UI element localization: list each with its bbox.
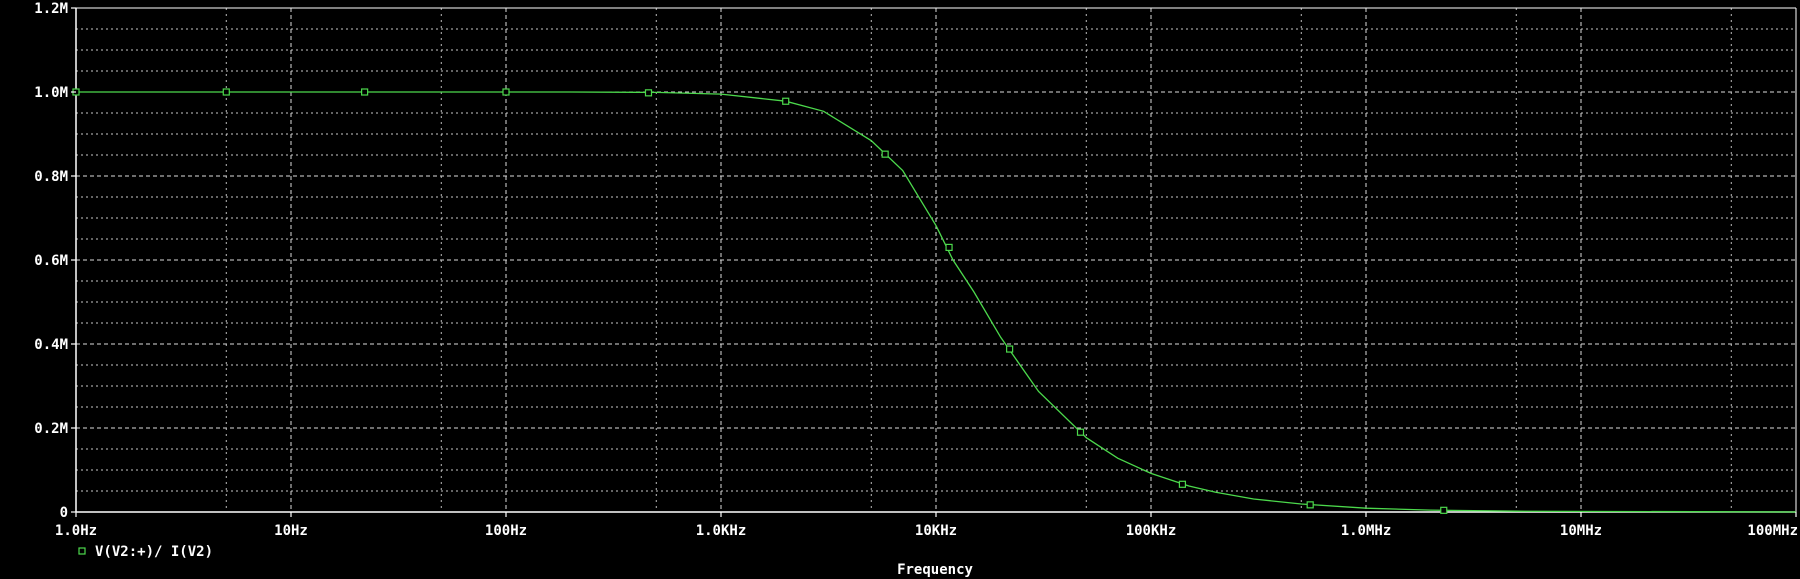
data-point-marker: [1441, 507, 1447, 513]
data-point-marker: [503, 89, 509, 95]
data-point-marker: [1007, 346, 1013, 352]
y-tick-label: 0.4M: [34, 337, 68, 353]
data-point-marker: [223, 89, 229, 95]
data-point-marker: [1179, 481, 1185, 487]
x-axis-title: Frequency: [897, 562, 973, 578]
data-point-marker: [1307, 502, 1313, 508]
legend-entry-label: V(V2:+)/ I(V2): [95, 544, 213, 560]
x-tick-label: 1.0MHz: [1341, 523, 1392, 539]
x-tick-label: 1.0Hz: [55, 523, 97, 539]
x-tick-label: 10KHz: [915, 523, 957, 539]
data-point-marker: [645, 90, 651, 96]
x-tick-label: 10Hz: [274, 523, 308, 539]
y-tick-label: 1.0M: [34, 85, 68, 101]
data-point-marker: [1078, 429, 1084, 435]
y-tick-label: 0.6M: [34, 253, 68, 269]
data-point-marker: [362, 89, 368, 95]
data-point-marker: [783, 98, 789, 104]
x-tick-label: 100Hz: [485, 523, 527, 539]
legend: V(V2:+)/ I(V2): [79, 544, 213, 560]
x-tick-label: 100MHz: [1747, 523, 1798, 539]
y-tick-label: 0.8M: [34, 169, 68, 185]
x-tick-label: 100KHz: [1126, 523, 1177, 539]
x-tick-label: 1.0KHz: [696, 523, 747, 539]
data-point-marker: [946, 244, 952, 250]
y-tick-label: 0.2M: [34, 421, 68, 437]
data-point-marker: [882, 151, 888, 157]
y-tick-label: 1.2M: [34, 1, 68, 17]
y-tick-label: 0: [60, 505, 68, 521]
x-tick-label: 10MHz: [1560, 523, 1602, 539]
